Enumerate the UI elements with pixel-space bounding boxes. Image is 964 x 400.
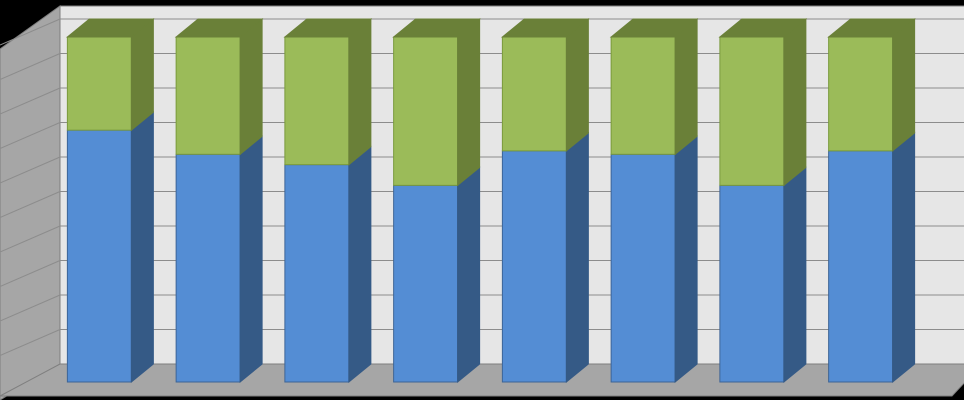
gridline-side bbox=[0, 191, 61, 218]
bar-segment-side bbox=[348, 17, 372, 166]
gridline-side bbox=[0, 87, 61, 115]
bar-segment-front bbox=[175, 153, 241, 383]
bar-segment-side bbox=[783, 17, 807, 187]
bar-segment-front bbox=[501, 36, 567, 152]
bar-segment-side bbox=[783, 166, 807, 384]
bar-series-group bbox=[65, 17, 917, 384]
gridline-side bbox=[0, 294, 61, 322]
bar-segment-front bbox=[610, 153, 676, 383]
bar-segment-front bbox=[828, 150, 894, 383]
bar-segment-side bbox=[565, 17, 589, 152]
bar-segment-side bbox=[239, 135, 263, 384]
gridline-side bbox=[0, 122, 61, 149]
bar-segment-front bbox=[393, 36, 459, 186]
bar-segment-side bbox=[565, 131, 589, 384]
bar-segment-front bbox=[393, 184, 459, 383]
bar-segment-side bbox=[239, 17, 263, 156]
gridline-side bbox=[0, 260, 61, 287]
gridline-side bbox=[0, 18, 61, 46]
bar-segment-front bbox=[66, 129, 132, 383]
bar-top bbox=[500, 18, 590, 38]
bar-top bbox=[392, 18, 482, 38]
bar-segment-side bbox=[892, 131, 916, 384]
bar-segment-front bbox=[828, 36, 894, 152]
bar-segment-front bbox=[719, 184, 785, 383]
bar-segment-side bbox=[674, 135, 698, 384]
bar-segment-side bbox=[457, 166, 481, 384]
bar-top bbox=[609, 18, 699, 38]
gridline-side bbox=[0, 156, 61, 184]
bar-segment-side bbox=[674, 17, 698, 156]
gridline-side bbox=[0, 329, 61, 356]
bar-segment-side bbox=[348, 145, 372, 384]
gridline-side bbox=[0, 53, 61, 80]
bar-segment-front bbox=[175, 36, 241, 155]
bar-segment-side bbox=[130, 17, 154, 132]
side-wall bbox=[0, 5, 61, 400]
bar-segment-side bbox=[457, 17, 481, 187]
bar-top bbox=[65, 18, 155, 38]
bar-segment-side bbox=[892, 17, 916, 152]
bar-top bbox=[827, 18, 917, 38]
bar-top bbox=[718, 18, 808, 38]
gridline-side bbox=[0, 225, 61, 253]
bar-segment-front bbox=[501, 150, 567, 383]
bar-segment-front bbox=[284, 164, 350, 383]
bar-segment-front bbox=[66, 36, 132, 131]
bar-top bbox=[174, 18, 264, 38]
bar-segment-front bbox=[284, 36, 350, 166]
bar-segment-side bbox=[130, 111, 154, 384]
bar-segment-front bbox=[610, 36, 676, 155]
bar-top bbox=[283, 18, 373, 38]
bar-segment-front bbox=[719, 36, 785, 186]
